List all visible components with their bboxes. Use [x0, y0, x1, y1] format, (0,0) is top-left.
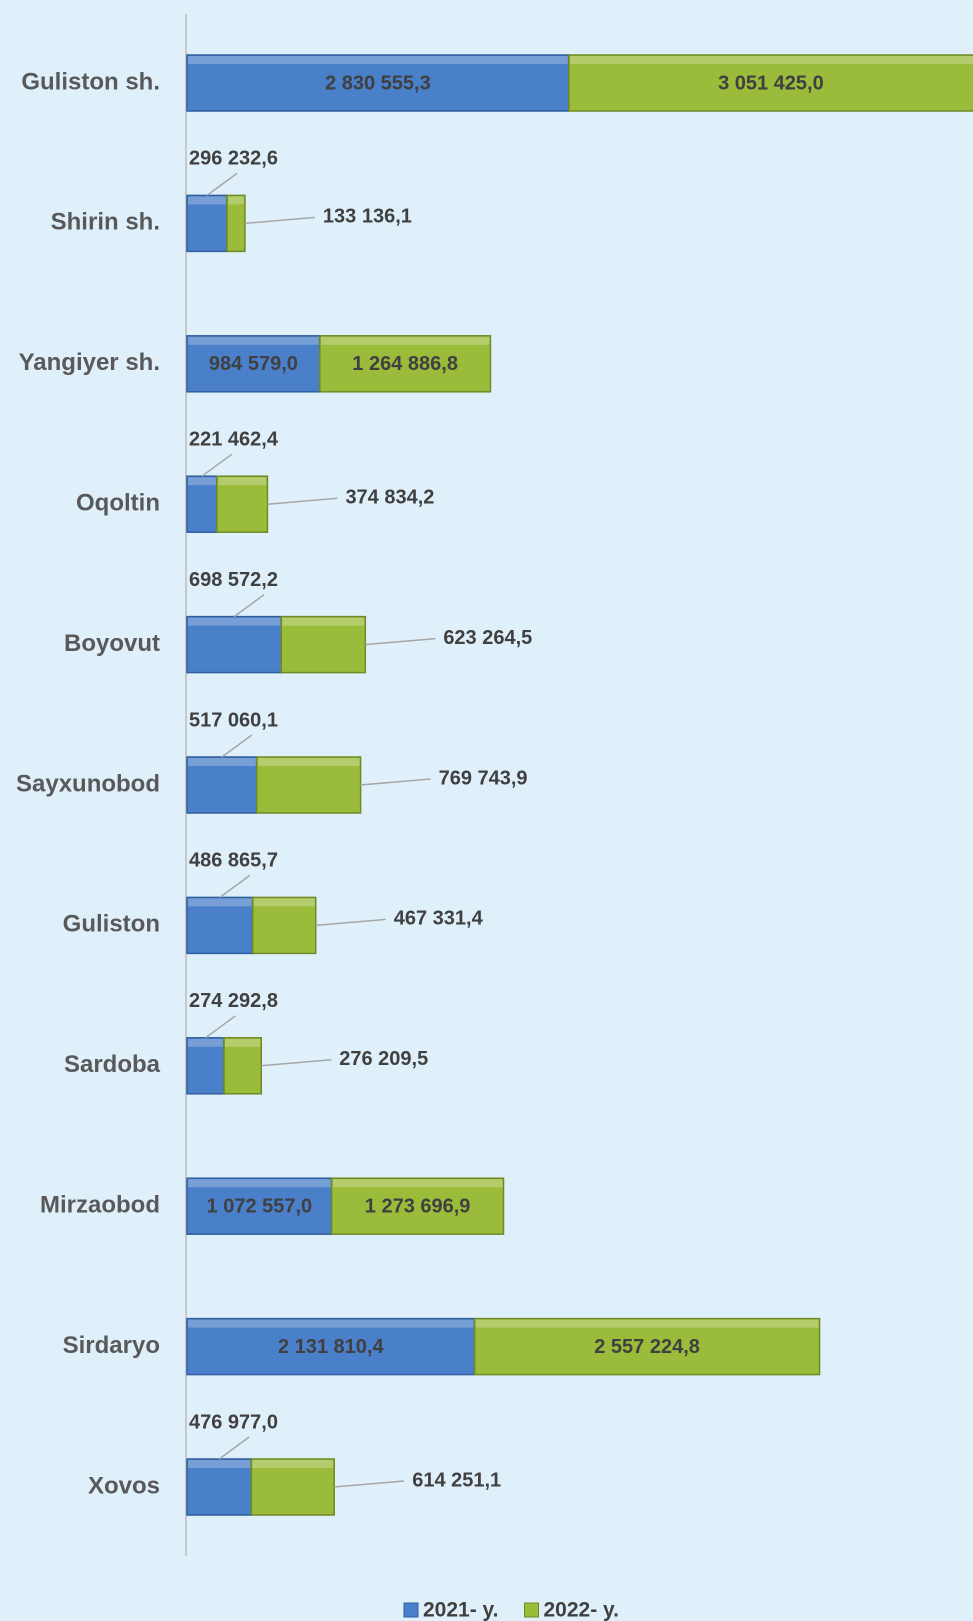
category-label: Guliston sh. — [21, 68, 160, 95]
bar-highlight — [282, 617, 365, 626]
bar-segment — [186, 615, 282, 674]
bar-highlight — [188, 1319, 474, 1328]
bar-segment — [473, 1317, 821, 1376]
data-label: 698 572,2 — [189, 569, 278, 591]
bar-highlight — [227, 196, 244, 205]
category-label: Shirin sh. — [51, 209, 160, 236]
data-label: 1 264 886,8 — [352, 353, 458, 375]
bar-highlight — [569, 56, 973, 64]
category-label: Sardoba — [64, 1051, 161, 1078]
leader-line — [334, 1480, 405, 1488]
leader-line — [221, 734, 253, 758]
leader-line — [205, 1015, 236, 1039]
leader-line — [233, 593, 265, 618]
bar-segment — [186, 475, 218, 533]
data-label: 274 292,8 — [189, 990, 278, 1012]
category-label: Xovos — [88, 1472, 160, 1499]
leader-line — [206, 172, 238, 197]
bar-highlight — [188, 336, 319, 345]
leader-line — [219, 874, 251, 899]
bar-highlight — [225, 1038, 261, 1047]
data-label: 984 579,0 — [209, 353, 298, 375]
bar-highlight — [257, 758, 360, 766]
bar-highlight — [188, 1038, 224, 1047]
bar-segment — [250, 1458, 335, 1516]
bar-segment — [256, 756, 362, 814]
leader-line — [365, 637, 436, 646]
legend-swatch — [524, 1602, 539, 1618]
data-label: 2 830 555,3 — [325, 72, 431, 94]
bar-highlight — [188, 898, 252, 907]
data-label: 374 834,2 — [345, 486, 434, 508]
legend-label: 2022- y. — [544, 1599, 620, 1621]
data-label: 276 209,5 — [339, 1048, 428, 1070]
bar-segment — [186, 1317, 476, 1376]
category-label: Guliston — [63, 911, 160, 938]
bar-highlight — [475, 1319, 819, 1328]
data-label: 1 072 557,0 — [207, 1195, 313, 1217]
bar-highlight — [188, 1179, 331, 1188]
category-label: Mirzaobod — [40, 1192, 160, 1219]
bar-segment — [223, 1037, 263, 1095]
bar-highlight — [188, 617, 281, 626]
leader-line — [244, 216, 315, 225]
data-label: 623 264,5 — [443, 627, 532, 649]
data-label: 476 977,0 — [189, 1411, 278, 1433]
bar-highlight — [217, 477, 267, 486]
data-label: 486 865,7 — [189, 850, 278, 872]
category-label: Yangiyer sh. — [19, 349, 160, 376]
bar-segment — [330, 1177, 505, 1235]
bar-highlight — [188, 758, 256, 766]
data-label: 1 273 696,9 — [365, 1195, 471, 1217]
category-label: Sirdaryo — [63, 1332, 160, 1359]
leader-line — [201, 453, 233, 477]
data-label: 3 051 425,0 — [718, 72, 824, 94]
bar-segment — [319, 335, 492, 393]
legend-swatch — [403, 1602, 419, 1618]
bar-highlight — [188, 196, 226, 205]
category-label: Sayxunobod — [16, 770, 160, 797]
leader-line — [218, 1436, 250, 1460]
leader-line — [360, 778, 431, 786]
legend-label: 2021- y. — [423, 1599, 499, 1621]
data-label: 221 462,4 — [189, 428, 279, 450]
bar-highlight — [188, 1460, 251, 1468]
bar-segment — [186, 1458, 253, 1516]
data-label: 2 131 810,4 — [278, 1336, 385, 1358]
bar-highlight — [253, 898, 315, 907]
data-label: 614 251,1 — [412, 1469, 501, 1491]
bar-highlight — [252, 1460, 334, 1468]
category-label: Boyovut — [64, 630, 160, 657]
data-label: 769 743,9 — [439, 767, 528, 789]
bar-segment — [186, 335, 321, 393]
data-label: 133 136,1 — [323, 206, 412, 228]
bar-highlight — [188, 477, 216, 486]
leader-line — [261, 1059, 332, 1067]
bar-segment — [186, 1037, 225, 1095]
leader-line — [267, 497, 338, 505]
bar-highlight — [188, 56, 568, 64]
data-label: 296 232,6 — [189, 148, 278, 170]
bar-segment — [568, 54, 973, 112]
bar-segment — [216, 475, 269, 533]
bar-highlight — [332, 1179, 503, 1188]
data-label: 517 060,1 — [189, 709, 278, 731]
category-label: Oqoltin — [76, 490, 160, 517]
leader-line — [315, 918, 386, 927]
bar-highlight — [320, 336, 490, 345]
data-label: 2 557 224,8 — [594, 1336, 700, 1358]
data-label: 467 331,4 — [394, 908, 484, 930]
